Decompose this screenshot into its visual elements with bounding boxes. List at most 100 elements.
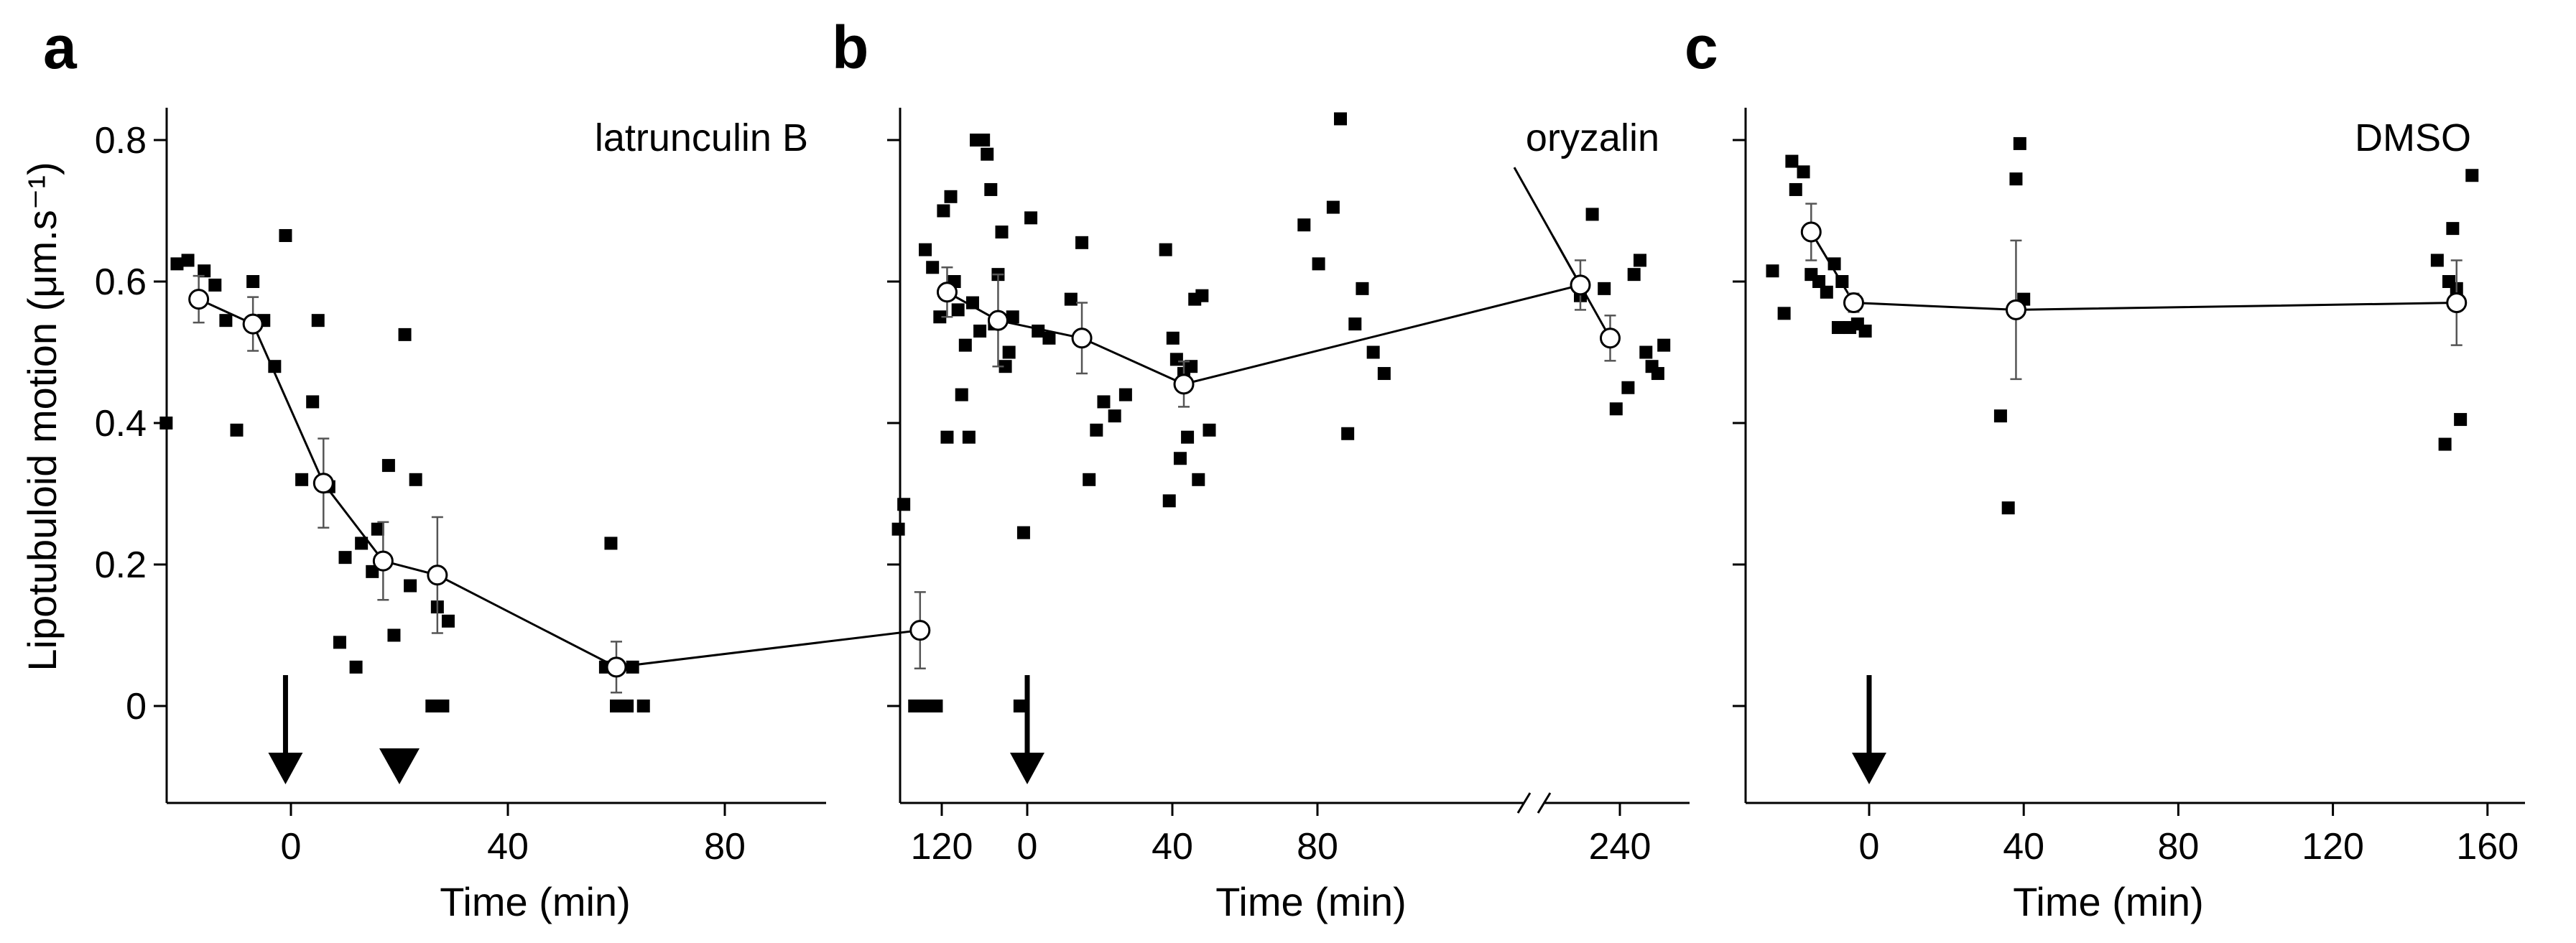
- data-point: [977, 134, 991, 147]
- data-point: [636, 700, 650, 712]
- data-point: [1820, 285, 1833, 299]
- data-point: [404, 579, 417, 593]
- data-point: [1366, 345, 1380, 359]
- x-tick-label: 40: [1152, 826, 1193, 868]
- mean-point: [242, 313, 264, 335]
- data-point: [1621, 381, 1635, 394]
- data-point: [198, 264, 211, 278]
- mean-point: [372, 550, 394, 572]
- x-tick-label: 80: [1297, 826, 1338, 868]
- data-point: [1108, 409, 1121, 423]
- data-point: [1634, 254, 1646, 267]
- axis-break-mark: [1537, 792, 1552, 814]
- data-point: [1609, 402, 1623, 416]
- data-point: [1777, 307, 1791, 320]
- mean-point: [1173, 373, 1195, 395]
- data-point: [1075, 236, 1089, 249]
- data-point: [1064, 292, 1078, 306]
- data-point: [349, 660, 363, 674]
- data-point: [621, 700, 634, 712]
- panel-letter-a: a: [43, 14, 78, 81]
- data-point: [1083, 473, 1096, 486]
- data-point: [919, 243, 932, 256]
- data-point: [2013, 136, 2026, 150]
- mean-point: [1570, 274, 1591, 296]
- data-point: [1651, 367, 1664, 381]
- y-tick-label: 0.6: [95, 261, 147, 303]
- mean-point: [987, 310, 1009, 331]
- x-tick-label: 120: [2302, 826, 2364, 868]
- mean-point: [909, 620, 931, 641]
- mean-line-segment: [1183, 284, 1581, 386]
- y-tick-label: 0.8: [95, 120, 147, 162]
- mean-point: [312, 473, 334, 494]
- data-point: [958, 338, 972, 352]
- treatment-arrow-head: [268, 753, 303, 784]
- data-point: [926, 261, 940, 274]
- data-point: [937, 204, 950, 218]
- data-point: [159, 417, 173, 429]
- data-point: [1169, 353, 1183, 366]
- x-tick-label: 40: [2003, 826, 2044, 868]
- x-tick-label: 80: [2157, 826, 2199, 868]
- data-point: [1377, 367, 1391, 381]
- data-point: [2465, 169, 2479, 182]
- data-point: [1162, 494, 1176, 508]
- x-tick-label: 0: [1859, 826, 1880, 868]
- data-point: [1657, 338, 1671, 352]
- data-point: [913, 700, 927, 712]
- panel-c-title: DMSO: [2355, 116, 2471, 159]
- data-point: [1024, 211, 1038, 225]
- data-point: [999, 360, 1012, 373]
- data-point: [1348, 317, 1362, 331]
- data-point: [995, 226, 1009, 239]
- data-point: [1585, 208, 1599, 221]
- data-point: [1297, 218, 1311, 232]
- data-point: [1993, 409, 2007, 423]
- data-point: [1639, 345, 1653, 359]
- panel-c-x-axis-title: Time (min): [2013, 879, 2203, 924]
- data-point: [2438, 437, 2452, 451]
- mean-point: [1800, 221, 1822, 243]
- data-point: [230, 423, 244, 437]
- data-point: [1858, 324, 1872, 338]
- x-tick-label: 0: [1017, 826, 1038, 868]
- data-point: [181, 254, 195, 267]
- x-tick-label: 40: [487, 826, 529, 868]
- mean-point: [1071, 328, 1093, 349]
- data-point: [436, 700, 450, 712]
- data-point: [1192, 473, 1205, 486]
- mean-point: [188, 289, 210, 310]
- data-point: [425, 700, 439, 712]
- data-point: [208, 278, 222, 292]
- data-point: [1812, 275, 1826, 288]
- panel-letter-b: b: [832, 14, 868, 81]
- y-tick-label: 0: [126, 686, 147, 728]
- data-point: [2454, 413, 2468, 427]
- data-point: [1766, 264, 1779, 278]
- panel-b-title: oryzalin: [1526, 116, 1659, 159]
- data-point: [338, 551, 352, 565]
- data-point: [962, 430, 976, 444]
- mean-line-segment: [998, 319, 1083, 340]
- data-point: [891, 522, 905, 536]
- mean-point: [936, 282, 958, 303]
- data-point: [1097, 395, 1111, 409]
- mean-point: [1843, 292, 1864, 314]
- data-point: [2430, 254, 2444, 267]
- data-point: [2009, 172, 2023, 186]
- data-point: [311, 314, 325, 328]
- data-point: [1159, 243, 1172, 256]
- data-point: [371, 522, 384, 536]
- panel-a-title: latrunculin B: [595, 116, 808, 159]
- data-point: [1002, 345, 1016, 359]
- data-point: [1173, 452, 1187, 465]
- data-point: [1013, 700, 1027, 712]
- data-point: [409, 473, 422, 486]
- data-point: [1166, 331, 1180, 345]
- data-point: [2001, 501, 2015, 515]
- data-point: [306, 395, 320, 409]
- data-point: [1312, 257, 1325, 271]
- x-tick-label: 160: [2456, 826, 2519, 868]
